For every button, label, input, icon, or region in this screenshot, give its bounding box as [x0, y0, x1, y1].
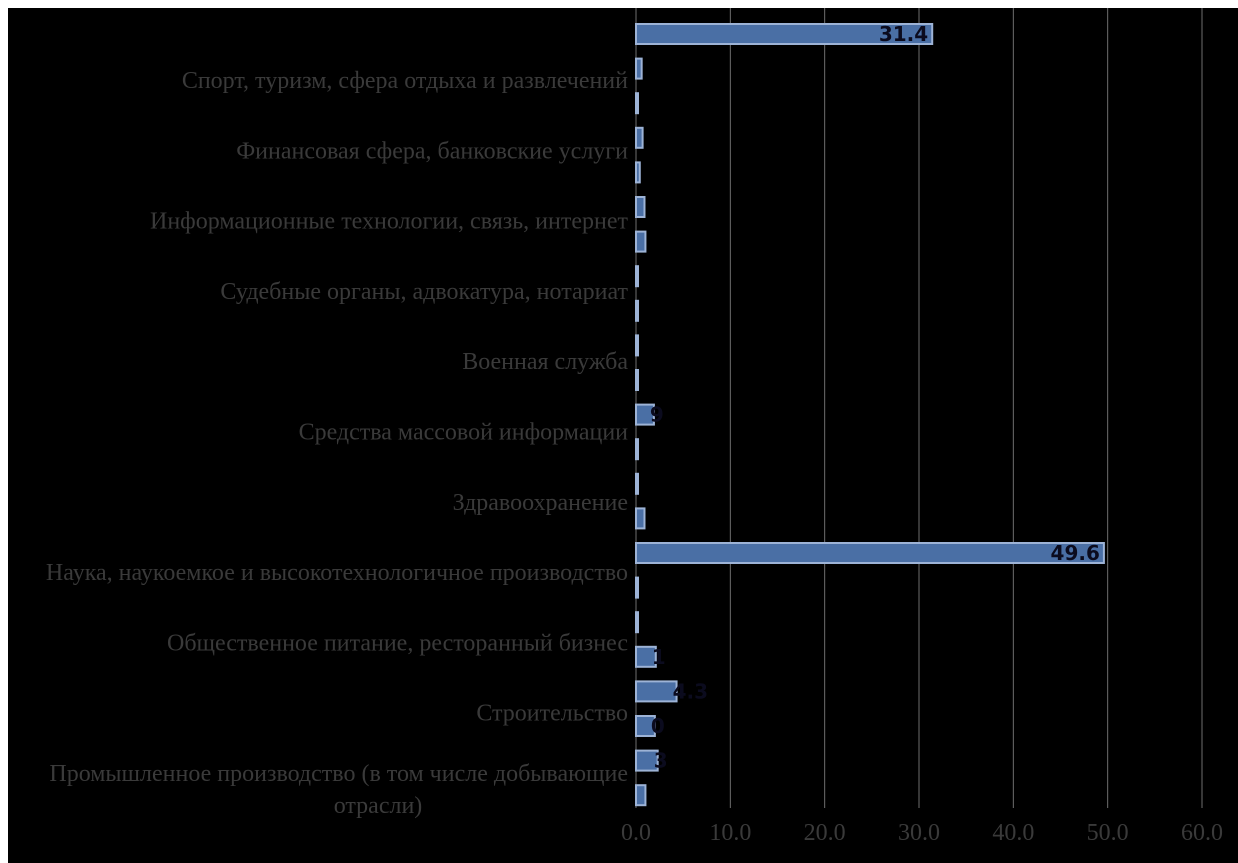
bar	[635, 472, 639, 495]
bar	[635, 507, 646, 530]
bar	[635, 542, 1105, 564]
bar	[635, 23, 934, 45]
chart-frame: 31.4 9 49.6 1 4.3 0 3 Спорт, туризм, сфера отды…	[8, 8, 1238, 863]
bar	[635, 57, 643, 80]
bar	[635, 161, 641, 184]
category-label: Общественное питание, ресторанный бизнес	[167, 630, 628, 656]
bar	[635, 680, 678, 703]
data-label: 49.6	[1051, 541, 1100, 565]
bar	[635, 126, 644, 149]
bar	[635, 576, 639, 599]
category-label: Здравоохранение	[453, 490, 628, 516]
data-label: 1	[652, 645, 666, 669]
bar	[635, 230, 647, 253]
bar	[635, 196, 646, 218]
bar	[635, 749, 659, 772]
category-label: Наука, наукоемкое и высокотехнологичное …	[46, 560, 628, 586]
bar	[635, 438, 639, 461]
category-label: Спорт, туризм, сфера отдыха и развлечени…	[182, 68, 628, 94]
category-label: Финансовая сфера, банковские услуги	[236, 138, 628, 164]
bar	[635, 784, 647, 807]
data-label: 4.3	[673, 679, 708, 703]
category-label: Строительство	[476, 701, 628, 727]
bar	[635, 369, 639, 391]
category-label: Средства массовой информации	[299, 420, 629, 446]
x-tick-label: 10.0	[709, 820, 751, 846]
data-label: 9	[650, 403, 664, 427]
category-label: Промышленное производство (в том числе д…	[49, 761, 628, 819]
bar	[635, 715, 656, 737]
bar	[635, 265, 639, 288]
x-tick-label: 0.0	[621, 820, 651, 846]
data-label: 0	[651, 714, 665, 738]
x-tick-label: 40.0	[992, 820, 1034, 846]
category-label: Военная служба	[462, 349, 628, 375]
bar-chart: 31.4 9 49.6 1 4.3 0 3 Спорт, туризм, сфера отды…	[46, 8, 1223, 846]
bar	[635, 611, 639, 634]
category-label: Судебные органы, адвокатура, нотариат	[220, 279, 628, 305]
bar	[635, 403, 655, 426]
category-label: Информационные технологии, связь, интерн…	[150, 209, 629, 235]
data-label: 31.4	[879, 22, 928, 46]
x-tick-label: 60.0	[1181, 820, 1223, 846]
bar	[635, 645, 657, 668]
x-tick-label: 50.0	[1087, 820, 1129, 846]
bar	[635, 92, 639, 115]
bar	[635, 334, 639, 357]
x-tick-label: 20.0	[804, 820, 846, 846]
bar	[635, 299, 639, 322]
x-tick-label: 30.0	[898, 820, 940, 846]
data-label: 3	[654, 749, 668, 773]
